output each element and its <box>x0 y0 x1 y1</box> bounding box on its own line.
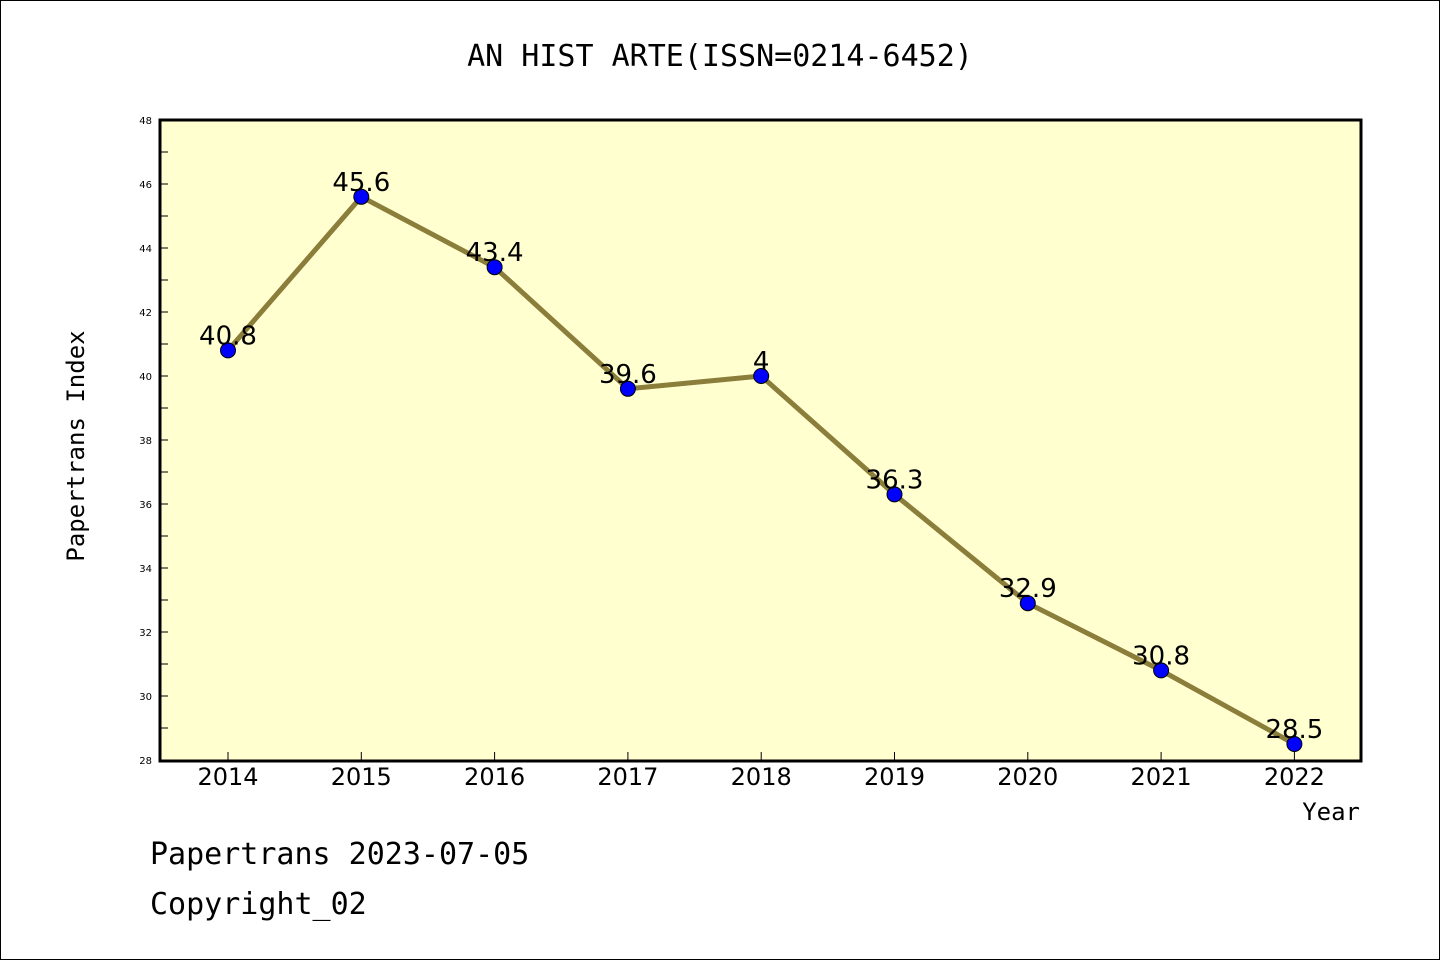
data-point <box>353 188 370 205</box>
y-axis-label: Papertrans Index <box>62 330 90 561</box>
data-label: 39.6 <box>599 360 657 390</box>
y-tick-label: 36 <box>139 500 152 511</box>
data-label: 43.4 <box>466 238 524 268</box>
x-tick-label: 2020 <box>997 763 1058 791</box>
chart-title: AN HIST ARTE(ISSN=0214-6452) <box>467 39 973 74</box>
x-tick-label: 2021 <box>1131 763 1192 791</box>
y-tick-label: 34 <box>139 564 152 575</box>
plot-area <box>158 118 1363 763</box>
data-label: 36.3 <box>866 465 924 495</box>
x-tick-label: 2018 <box>731 763 792 791</box>
data-label: 30.8 <box>1132 641 1190 671</box>
data-point <box>1153 662 1170 679</box>
y-tick-label: 48 <box>139 116 152 127</box>
data-label: 28.5 <box>1265 715 1323 745</box>
y-tick-label: 32 <box>139 628 152 639</box>
x-axis: 2014 2015 2016 2017 2018 2019 2020 2021 2022 <box>197 752 1325 791</box>
data-label: 32.9 <box>999 574 1057 604</box>
x-axis-label: Year <box>1302 798 1360 826</box>
x-tick-label: 2015 <box>331 763 392 791</box>
y-tick-label: 28 <box>139 756 152 767</box>
footer-copyright: Copyright_02 <box>150 887 367 922</box>
data-label: 4 <box>753 347 770 377</box>
data-point <box>619 380 636 397</box>
data-series: 40.8 45.6 43.4 39.6 4 36.3 32.9 30.8 28.5 <box>199 168 1323 752</box>
x-tick-label: 2014 <box>197 763 258 791</box>
y-tick-label: 40 <box>139 372 152 383</box>
footer-date: Papertrans 2023-07-05 <box>150 837 529 872</box>
x-tick-label: 2019 <box>864 763 925 791</box>
data-label: 45.6 <box>332 168 390 198</box>
x-tick-label: 2017 <box>597 763 658 791</box>
data-point <box>753 368 770 384</box>
y-tick-label: 30 <box>139 692 152 703</box>
y-tick-label: 38 <box>139 436 152 447</box>
x-tick-label: 2022 <box>1264 763 1325 791</box>
data-point <box>1019 595 1036 612</box>
x-tick-label: 2016 <box>464 763 525 791</box>
data-label: 40.8 <box>199 321 257 351</box>
data-point <box>220 342 236 359</box>
data-point <box>1286 736 1303 752</box>
data-point <box>486 259 503 276</box>
y-tick-label: 44 <box>139 244 152 255</box>
y-tick-label: 46 <box>139 180 152 191</box>
y-tick-label: 42 <box>139 308 152 319</box>
data-point <box>886 486 903 503</box>
y-axis: 28 30 32 34 36 38 40 42 44 46 48 <box>139 116 168 767</box>
